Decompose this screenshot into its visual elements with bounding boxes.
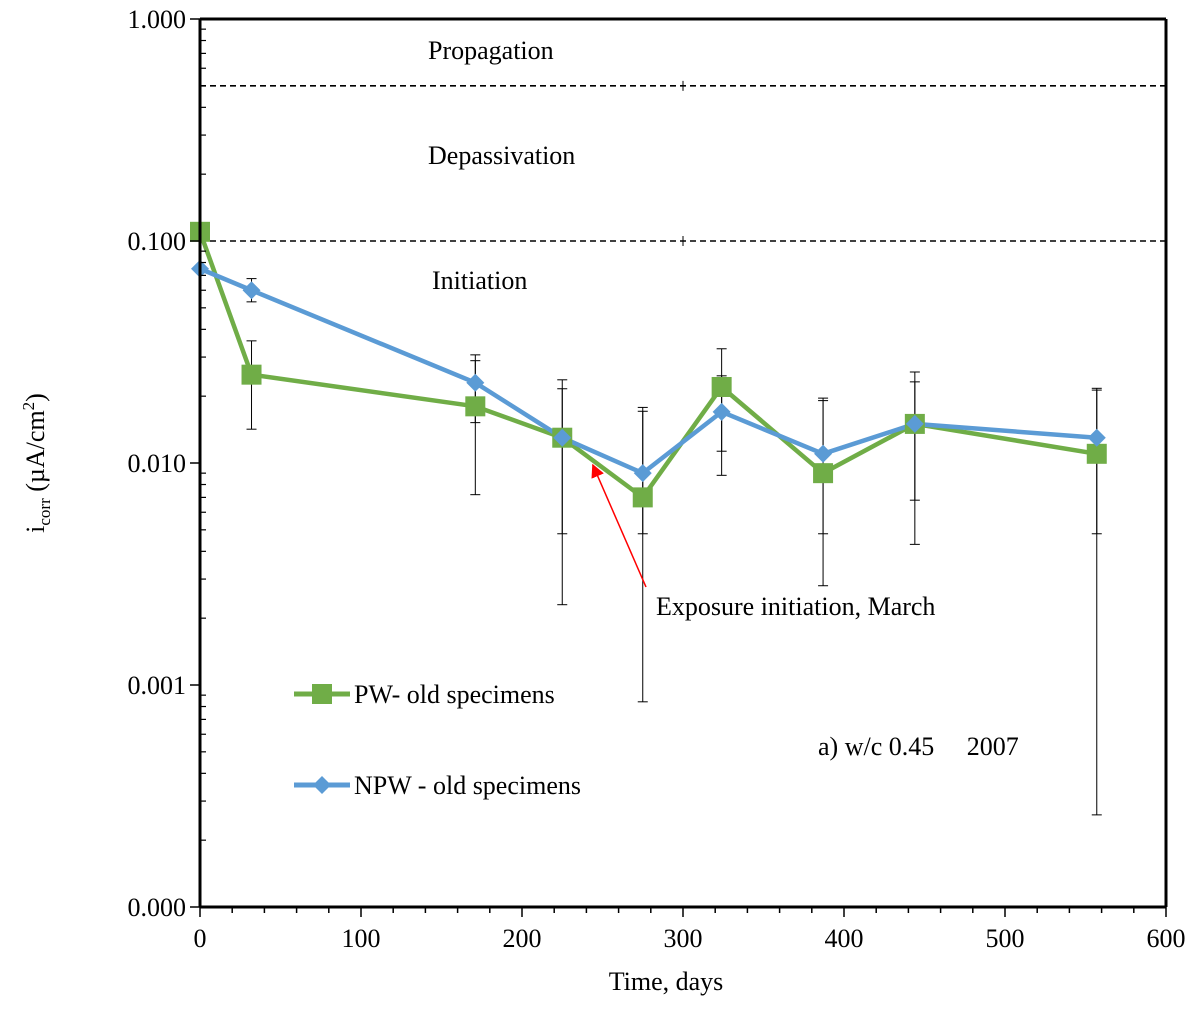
y-tick-label: 0.000: [128, 893, 187, 922]
y-axis-title-main: i: [21, 526, 50, 533]
y-axis-title-sub: corr: [35, 498, 54, 526]
x-tick-label: 400: [825, 924, 864, 953]
data-point-pw: [711, 376, 732, 397]
legend-label-pw: PW- old specimens: [354, 680, 555, 709]
y-tick-label: 0.010: [128, 449, 187, 478]
data-point-npw: [1087, 428, 1106, 447]
y-axis-title-rest: (µA/cm: [21, 410, 50, 498]
series-line-pw: [197, 231, 1098, 500]
x-tick-label: 100: [342, 924, 381, 953]
legend-label-npw: NPW - old specimens: [354, 771, 581, 800]
data-point-pw: [465, 396, 486, 417]
series-line-npw: [199, 266, 1097, 476]
tick-labels: 0 100 200 300 400 500 600 0.000 0.001 0.010 0.100 1…: [128, 5, 1186, 953]
legend-item-npw: NPW - old specimens: [294, 771, 581, 800]
series-markers: [190, 221, 1107, 508]
y-axis-title-close: ): [21, 393, 50, 402]
y-tick-label: 1.000: [128, 5, 187, 34]
data-point-pw: [1086, 443, 1107, 464]
region-label-initiation: Initiation: [432, 266, 527, 295]
data-point-pw: [813, 463, 834, 484]
x-axis-title: Time, days: [609, 967, 724, 996]
region-label-propagation: Propagation: [428, 36, 554, 65]
x-tick-label: 300: [664, 924, 703, 953]
plot-frame: [198, 17, 1168, 909]
region-label-depassivation: Depassivation: [428, 141, 575, 170]
data-point-npw: [712, 402, 731, 421]
legend-marker-diamond: [313, 776, 331, 794]
x-tick-label: 500: [986, 924, 1025, 953]
data-point-npw: [242, 281, 261, 300]
y-axis-title-sup: 2: [19, 402, 38, 411]
series-lines: [197, 231, 1098, 500]
legend: PW- old specimens NPW - old specimens: [294, 680, 581, 800]
x-tick-label: 0: [194, 924, 207, 953]
axis-ticks: [190, 18, 1167, 917]
data-point-npw: [905, 414, 924, 433]
data-point-npw: [814, 444, 833, 463]
x-tick-label: 600: [1147, 924, 1186, 953]
threshold-lines: [200, 85, 1166, 242]
y-axis-title: icorr (µA/cm2): [19, 393, 54, 533]
data-point-pw: [241, 364, 262, 385]
exposure-annotation: Exposure initiation, March: [656, 592, 935, 621]
data-point-npw: [633, 464, 652, 483]
data-point-pw: [632, 487, 653, 508]
specimen-note: a) w/c 0.45 2007: [818, 732, 1019, 761]
legend-marker-square: [312, 684, 332, 704]
y-tick-label: 0.100: [128, 227, 187, 256]
y-tick-label: 0.001: [128, 671, 187, 700]
data-point-npw: [466, 373, 485, 392]
legend-item-pw: PW- old specimens: [294, 680, 555, 709]
data-point-npw: [553, 428, 572, 447]
x-tick-label: 200: [503, 924, 542, 953]
exposure-arrow: [591, 463, 647, 588]
